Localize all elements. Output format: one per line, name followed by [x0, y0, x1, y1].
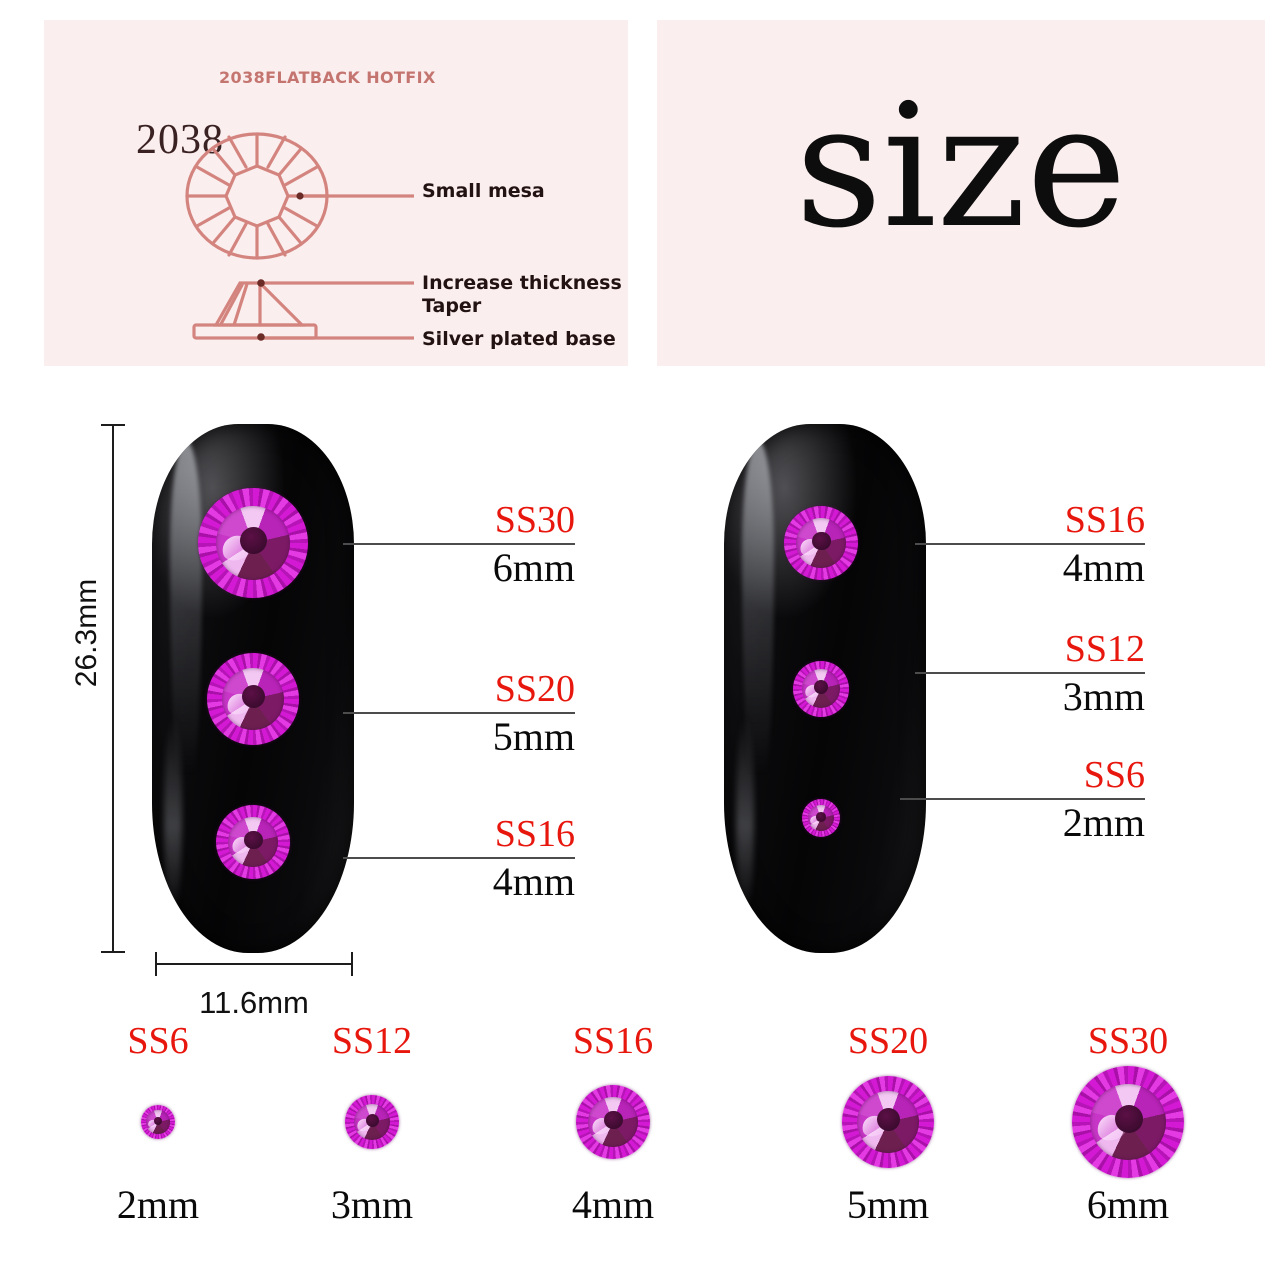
gem-ss6	[141, 1105, 175, 1139]
width-dimension-line	[155, 963, 353, 965]
leader-small-mesa	[296, 192, 414, 200]
size-item-gem-slot	[778, 1062, 998, 1182]
label-increase-thickness: Increase thickness	[422, 272, 622, 294]
label-taper: Taper	[422, 295, 482, 317]
nail-right	[724, 424, 926, 953]
callout-leader-line	[343, 543, 575, 545]
gem-ss30	[1072, 1066, 1184, 1178]
callout-leader-line	[915, 543, 1145, 545]
size-item-gem-slot	[262, 1062, 482, 1182]
size-item-ss16: SS16 4mm	[503, 1020, 723, 1228]
height-dimension-cap-top	[101, 424, 125, 426]
flatback-diagram-panel: 2038FLATBACK HOTFIX 2038	[44, 20, 628, 366]
width-dimension-cap-left	[155, 952, 157, 976]
gem-culet	[604, 1110, 623, 1130]
gem-culet	[365, 1113, 380, 1128]
side-view-base-plate	[192, 323, 318, 340]
size-item-gem-slot	[503, 1062, 723, 1182]
size-item-gem-slot	[1018, 1062, 1238, 1182]
nail-left-gloss-secondary	[164, 714, 183, 916]
label-silver-plated-base: Silver plated base	[422, 328, 616, 350]
gem-ss30-on-nail	[198, 488, 308, 599]
leader-increase-thickness	[257, 279, 414, 287]
callout-mm-label: 4mm	[1062, 545, 1145, 590]
gem-ss12	[345, 1095, 399, 1149]
size-comparison-row: SS6 2mm SS12 3mm	[0, 1020, 1288, 1288]
size-item-ss-label: SS30	[1087, 1020, 1169, 1062]
height-dimension-label: 26.3mm	[70, 578, 103, 688]
size-headline: size	[795, 68, 1127, 266]
size-item-gem-slot	[48, 1062, 268, 1182]
gem-culet	[244, 830, 263, 850]
callout-ss-label: SS30	[494, 499, 575, 541]
callout-ss-label: SS16	[1064, 499, 1145, 541]
gem-ss20-on-nail	[207, 653, 299, 746]
size-item-mm-label: 2mm	[116, 1182, 200, 1227]
size-item-ss20: SS20 5mm	[778, 1020, 998, 1228]
callout-mm-label: 6mm	[492, 545, 575, 590]
callout-ss-label: SS12	[1064, 628, 1145, 670]
gem-culet	[814, 680, 829, 695]
size-item-ss-label: SS6	[127, 1020, 189, 1062]
size-item-ss30: SS30 6mm	[1018, 1020, 1238, 1228]
model-number: 2038	[136, 117, 224, 163]
height-dimension-cap-bottom	[101, 951, 125, 953]
callout-ss-label: SS6	[1083, 754, 1145, 796]
callout-mm-label: 3mm	[1062, 674, 1145, 719]
flatback-technical-drawing	[185, 132, 414, 341]
size-item-ss-label: SS12	[331, 1020, 413, 1062]
gem-ss12-on-nail-right	[792, 660, 849, 717]
side-view-trapezoid	[192, 281, 318, 340]
gem-culet	[876, 1108, 900, 1132]
size-item-mm-label: 5mm	[846, 1182, 930, 1227]
callout-leader-line	[915, 672, 1145, 674]
gem-culet	[816, 812, 826, 822]
gem-ss16-on-nail	[216, 804, 290, 879]
gem-ss20	[842, 1076, 934, 1168]
gem-culet	[241, 685, 265, 709]
width-dimension-label: 11.6mm	[199, 985, 309, 1020]
leader-silver-plated-base	[257, 333, 414, 341]
gem-culet	[153, 1116, 163, 1126]
diagram-title: 2038FLATBACK HOTFIX	[219, 68, 436, 87]
nail-right-gloss-secondary	[736, 714, 755, 916]
width-dimension-cap-right	[351, 952, 353, 976]
callout-leader-line	[343, 712, 575, 714]
size-item-ss6: SS6 2mm	[48, 1020, 268, 1228]
callout-leader-line	[900, 798, 1145, 800]
gem-culet	[812, 531, 831, 551]
callout-leader-line	[343, 857, 575, 859]
callout-mm-label: 5mm	[492, 714, 575, 759]
size-item-mm-label: 3mm	[330, 1182, 414, 1227]
size-item-mm-label: 4mm	[571, 1182, 655, 1227]
size-headline-panel: size	[657, 20, 1265, 366]
callout-ss-label: SS16	[494, 813, 575, 855]
label-small-mesa: Small mesa	[422, 180, 545, 202]
gem-ss6-on-nail-right	[801, 799, 840, 838]
callout-ss-label: SS20	[494, 668, 575, 710]
height-dimension-line	[112, 424, 114, 953]
nail-left	[152, 424, 354, 953]
size-item-ss-label: SS20	[847, 1020, 929, 1062]
callout-mm-label: 2mm	[1062, 800, 1145, 845]
callout-mm-label: 4mm	[492, 859, 575, 904]
size-item-mm-label: 6mm	[1086, 1182, 1170, 1227]
size-item-ss-label: SS16	[572, 1020, 654, 1062]
size-item-ss12: SS12 3mm	[262, 1020, 482, 1228]
gem-culet	[1114, 1105, 1143, 1134]
gem-ss16	[576, 1085, 650, 1159]
gem-ss16-on-nail-right	[783, 506, 858, 581]
gem-culet	[239, 526, 268, 555]
